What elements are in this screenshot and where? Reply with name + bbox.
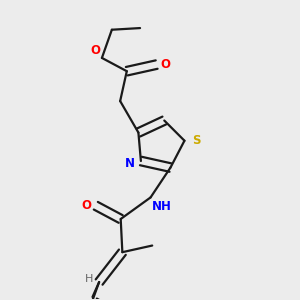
Text: S: S [192, 134, 200, 147]
Text: O: O [82, 199, 92, 212]
Text: N: N [125, 157, 135, 170]
Text: O: O [160, 58, 171, 71]
Text: O: O [90, 44, 100, 57]
Text: NH: NH [152, 200, 172, 213]
Text: H: H [85, 274, 93, 284]
